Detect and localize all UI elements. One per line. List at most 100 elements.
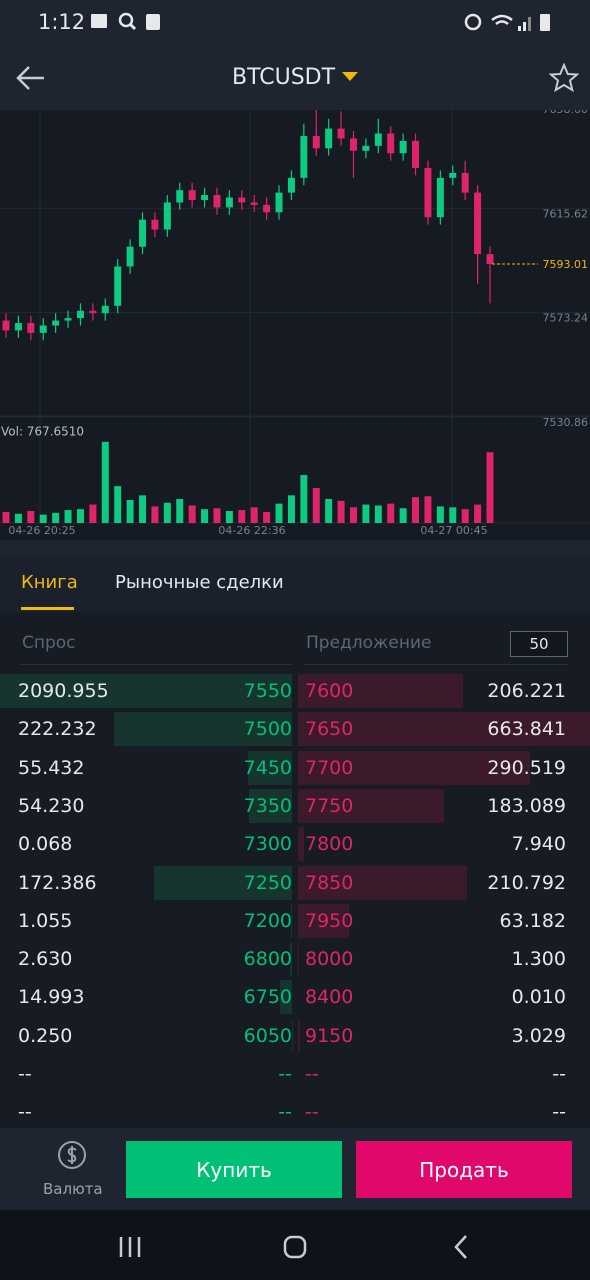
ask-price: 8000 (305, 948, 354, 971)
currency-label[interactable]: Валюта (43, 1180, 103, 1198)
candle-body (52, 320, 60, 326)
tab-underline (21, 607, 74, 610)
bid-price: 7200 (243, 909, 292, 932)
sell-button[interactable]: Продать (356, 1141, 572, 1198)
order-book: Спрос Предложение 50 2090.955 7550 7600 206… (0, 612, 590, 1128)
bid-amount: 14.993 (18, 986, 85, 1009)
volume-bar (126, 499, 134, 523)
volume-bar (201, 509, 209, 523)
ask-price: 7750 (305, 794, 354, 817)
candle-body (387, 133, 395, 154)
volume-bar (300, 475, 308, 523)
back-button[interactable] (16, 65, 46, 91)
candle-body (325, 128, 333, 149)
volume-bar (362, 504, 370, 523)
volume-bar (374, 505, 382, 523)
ask-header: Предложение (306, 633, 432, 653)
bottom-bar: Валюта Купить Продать (0, 1128, 590, 1210)
ask-depth-bar (298, 750, 531, 785)
candle-body (126, 246, 134, 267)
bid-price: 7500 (243, 718, 292, 741)
ask-price: -- (305, 1101, 319, 1124)
depth-selector[interactable]: 50 (510, 631, 568, 657)
candle-body (449, 172, 457, 178)
candle-body (300, 135, 308, 178)
tabs: Книга Рыночные сделки (0, 555, 590, 612)
candle-body (337, 128, 345, 139)
home-button[interactable] (283, 1235, 307, 1259)
bid-depth-bar (114, 712, 292, 747)
volume-bar (101, 441, 109, 523)
ask-price: 7700 (305, 756, 354, 779)
bid-depth-bar (280, 980, 292, 1015)
candle-body (238, 197, 246, 203)
volume-label: Vol: 767.6510 (1, 425, 84, 439)
x-tick-label: 04-26 20:25 (8, 524, 75, 537)
bid-amount: 2.630 (18, 948, 73, 971)
favorite-star[interactable] (549, 63, 579, 93)
candle-body (461, 172, 469, 193)
pair-dropdown-caret[interactable] (341, 71, 359, 83)
candle-body (213, 195, 221, 208)
volume-bar (449, 507, 457, 523)
currency-icon[interactable] (55, 1138, 89, 1172)
candle-body (76, 310, 84, 319)
ask-depth-bar (298, 674, 463, 708)
ask-amount: -- (552, 1063, 566, 1085)
buy-button[interactable]: Купить (126, 1141, 342, 1198)
bid-price: 6050 (243, 1024, 292, 1047)
volume-bar (250, 507, 258, 523)
volume-bar (14, 513, 22, 523)
volume-bar (287, 495, 295, 523)
y-tick-label: 7658.00 (543, 110, 589, 116)
ask-price: -- (305, 1063, 319, 1085)
recents-button[interactable] (119, 1237, 141, 1257)
status-system-icons (464, 13, 550, 31)
y-tick-label: 7573.24 (543, 312, 589, 325)
pair-title[interactable]: BTCUSDT (232, 65, 336, 90)
system-nav-bar (0, 1210, 590, 1280)
volume-bar (412, 497, 420, 523)
candle-body (151, 219, 159, 230)
bid-price: 7450 (243, 756, 292, 779)
volume-bar (76, 509, 84, 523)
candle-body (39, 325, 47, 333)
ask-amount: -- (552, 1101, 566, 1124)
volume-bar (325, 499, 333, 523)
bid-price: 7250 (243, 871, 292, 894)
bid-amount: 0.250 (18, 1024, 73, 1047)
ask-depth-bar (298, 788, 445, 823)
candle-body (163, 202, 171, 230)
candle-body (374, 133, 382, 146)
candle-body (436, 177, 444, 218)
candle-body (250, 202, 258, 205)
bid-depth-bar (248, 788, 292, 823)
candle-body (312, 135, 320, 149)
bid-amount: 54.230 (18, 794, 85, 817)
volume-bar (275, 503, 283, 523)
tab-active[interactable]: Книга (21, 572, 78, 593)
bid-depth-bar (0, 674, 292, 708)
last-price-label: 7593.01 (543, 258, 589, 271)
tab[interactable]: Рыночные сделки (115, 572, 284, 593)
ask-depth-bar (298, 903, 349, 938)
ask-depth-bar (298, 712, 590, 747)
volume-bar (2, 511, 10, 523)
candle-body (362, 145, 370, 151)
bid-price: -- (278, 1063, 292, 1085)
candle-body (64, 318, 72, 321)
candle-body (27, 323, 35, 333)
volume-bar (225, 511, 233, 523)
bid-amount: 1.055 (18, 909, 73, 932)
candle-body (176, 190, 184, 203)
bid-amount: 222.232 (18, 718, 97, 741)
ask-amount: 0.010 (511, 986, 566, 1009)
bid-depth-bar (289, 942, 292, 977)
back-nav-button[interactable] (454, 1235, 467, 1259)
ask-amount: 206.221 (487, 680, 566, 702)
candle-body (114, 266, 122, 306)
ask-depth-bar (298, 827, 305, 862)
bid-amount: 55.432 (18, 756, 85, 779)
bid-depth-bar (247, 750, 292, 785)
